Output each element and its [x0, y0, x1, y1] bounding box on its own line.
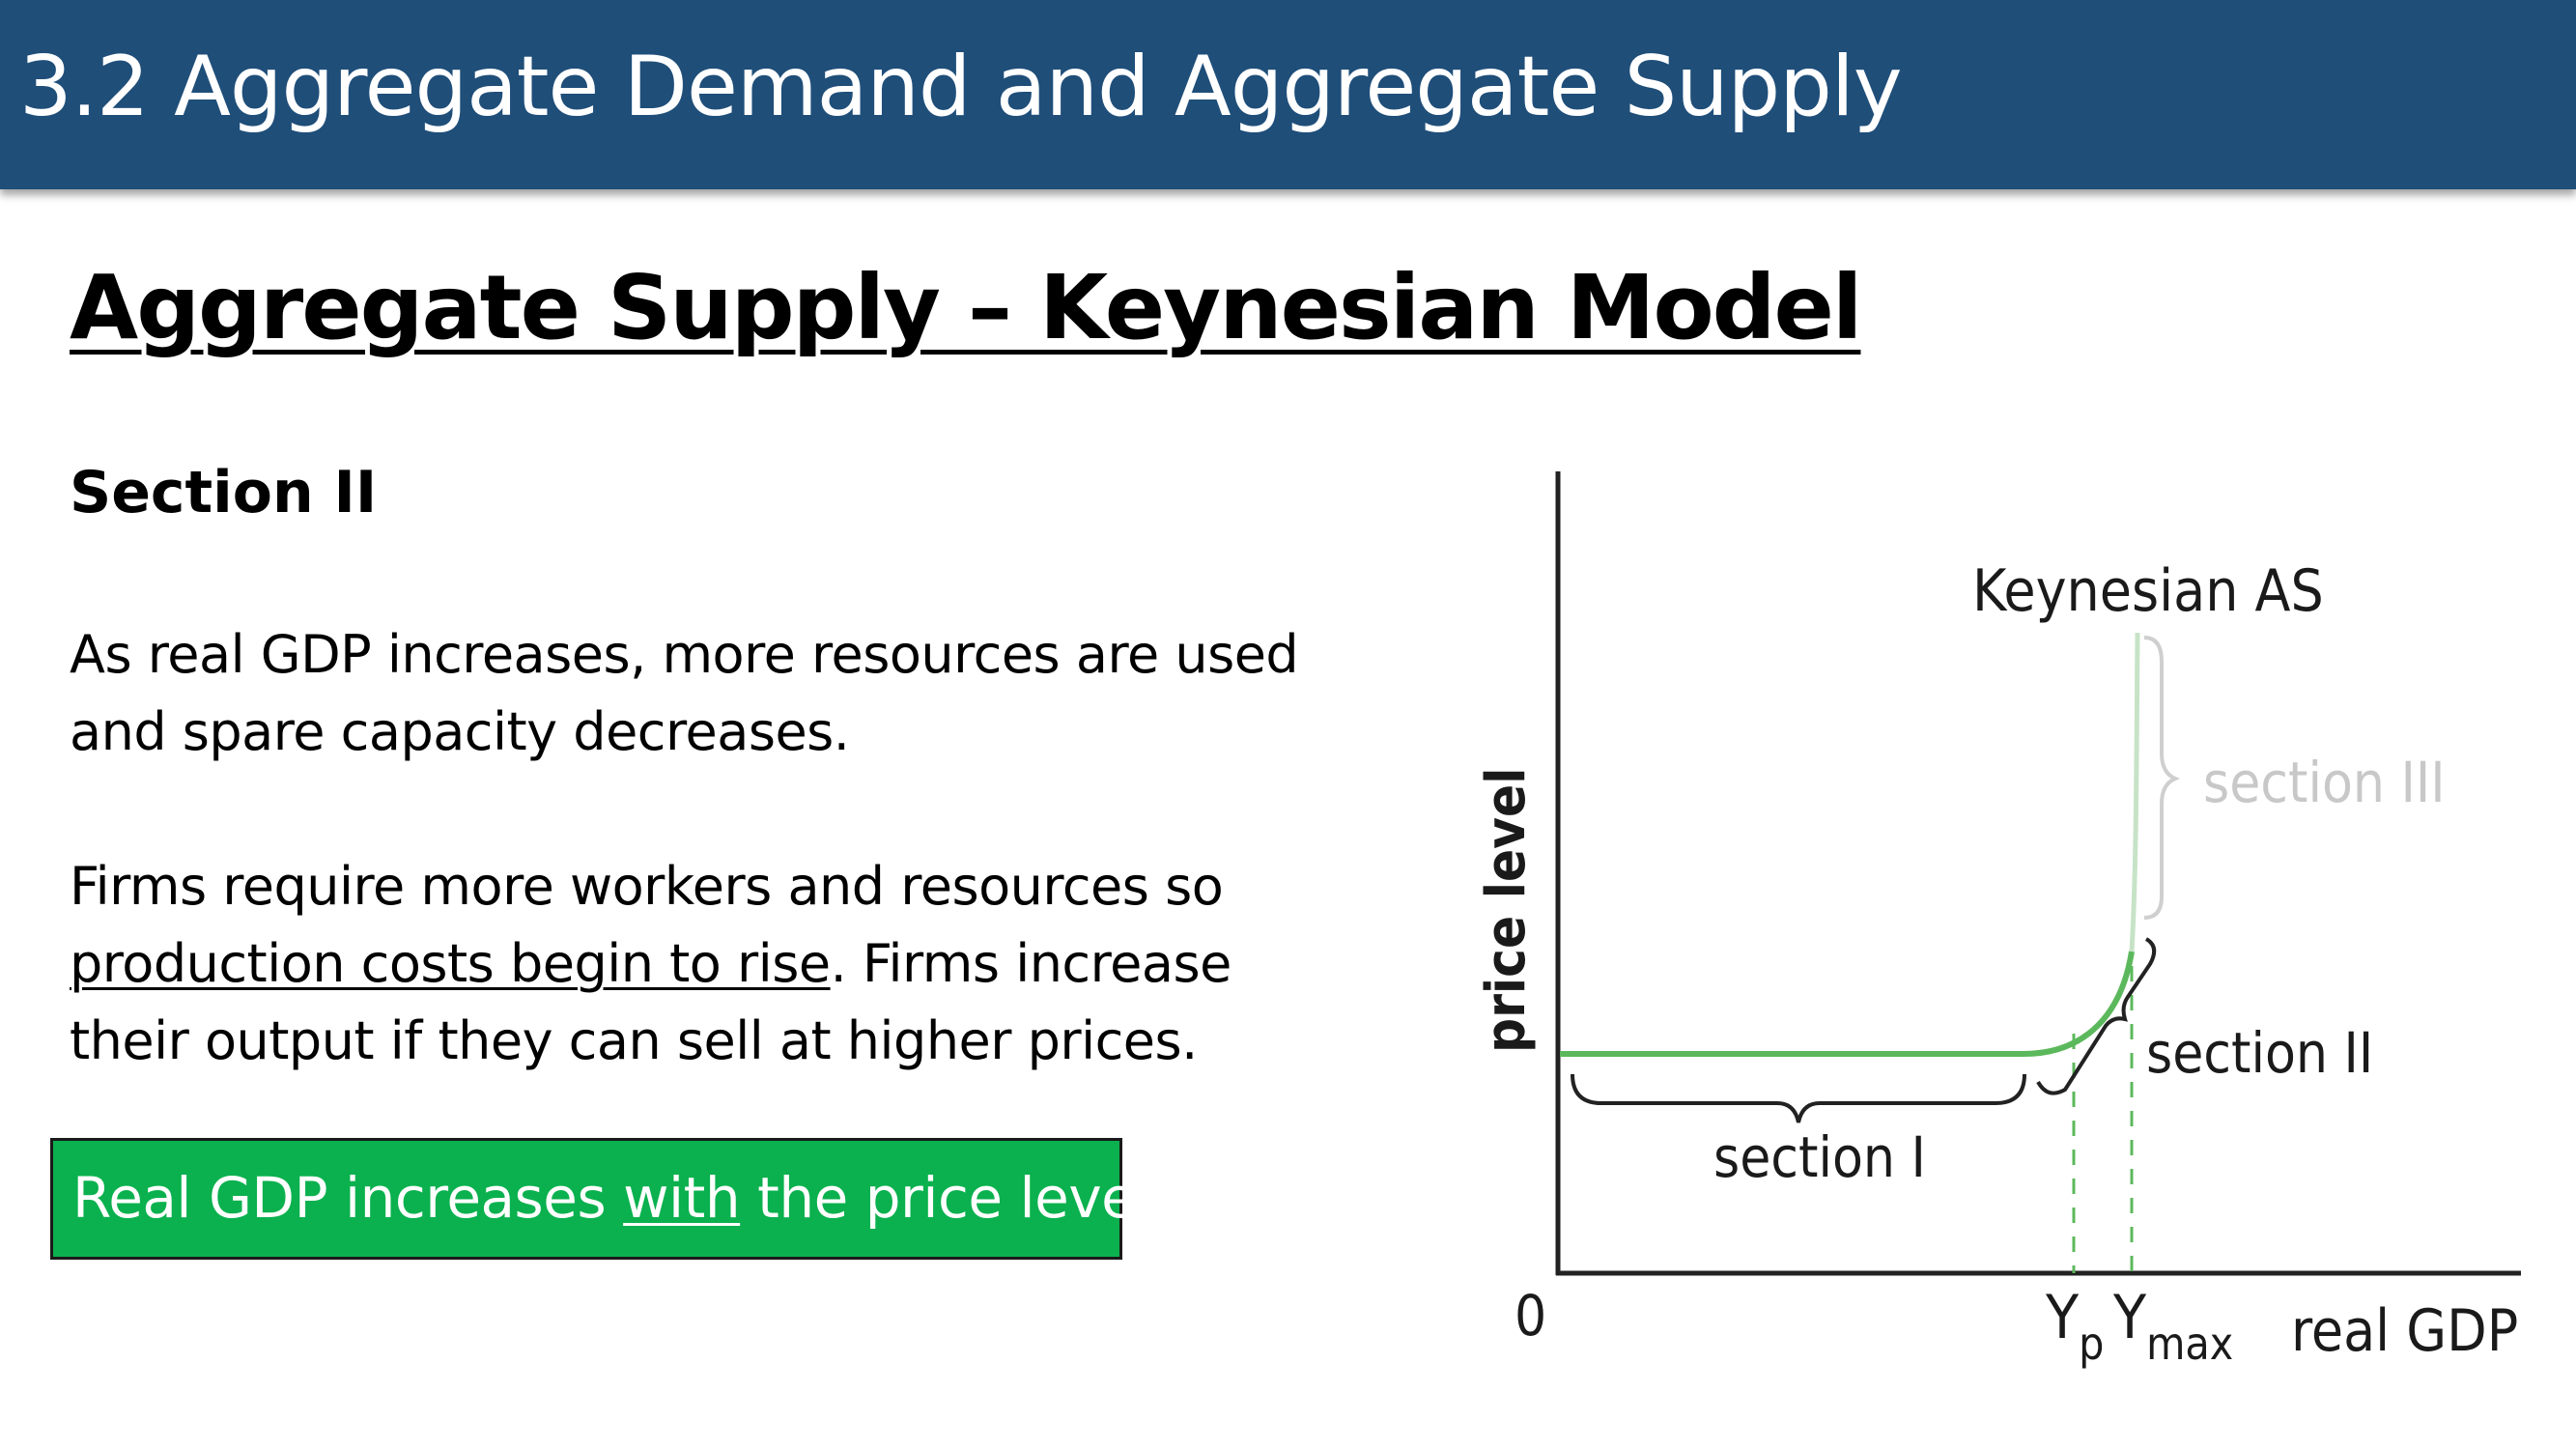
section3-brace: [2143, 636, 2181, 920]
paragraph-resources: As real GDP increases, more resources ar…: [70, 624, 1299, 762]
section2-brace: [2036, 937, 2157, 1095]
callout-text: Real GDP increases with the price level: [72, 1165, 1150, 1231]
slide-heading: Aggregate Supply – Keynesian Model: [70, 256, 1862, 359]
callout-box: Real GDP increases with the price level: [50, 1138, 1150, 1260]
paragraph-costs: Firms require more workers and resources…: [70, 848, 1345, 1080]
callout-underlined: with: [623, 1165, 741, 1231]
curve-label: Keynesian AS: [1972, 557, 2324, 625]
as-curve-vertical: [2129, 632, 2140, 952]
ymax-label-sub: max: [2146, 1318, 2233, 1370]
ymax-label: Ymax: [2112, 1282, 2233, 1370]
yp-label: Yp: [2045, 1282, 2104, 1370]
x-axis-label: real GDP: [2291, 1297, 2518, 1365]
as-curve-horizontal: [1560, 951, 2135, 1057]
paragraph-costs-part2: . Firms increase their output if they ca…: [70, 933, 1231, 1071]
ymax-label-main: Y: [2112, 1282, 2147, 1352]
y-axis-label: price level: [1475, 768, 1538, 1053]
section3-label: section III: [2203, 750, 2446, 815]
paragraph-costs-underlined: production costs begin to rise: [70, 933, 831, 994]
callout-part1: Real GDP increases: [72, 1165, 624, 1231]
section-label: Section II: [70, 459, 378, 526]
paragraph-costs-part1: Firms require more workers and resources…: [70, 856, 1224, 917]
section1-label: section I: [1713, 1124, 1926, 1190]
yp-label-sub: p: [2079, 1318, 2104, 1370]
slide-title: 3.2 Aggregate Demand and Aggregate Suppl…: [19, 39, 1903, 135]
yp-label-main: Y: [2045, 1282, 2080, 1352]
section2-label: section II: [2146, 1020, 2373, 1086]
section1-brace: [1571, 1073, 2026, 1123]
callout-part2: the price level: [740, 1165, 1150, 1231]
title-bar: 3.2 Aggregate Demand and Aggregate Suppl…: [0, 0, 2576, 189]
origin-label: 0: [1514, 1283, 1546, 1349]
